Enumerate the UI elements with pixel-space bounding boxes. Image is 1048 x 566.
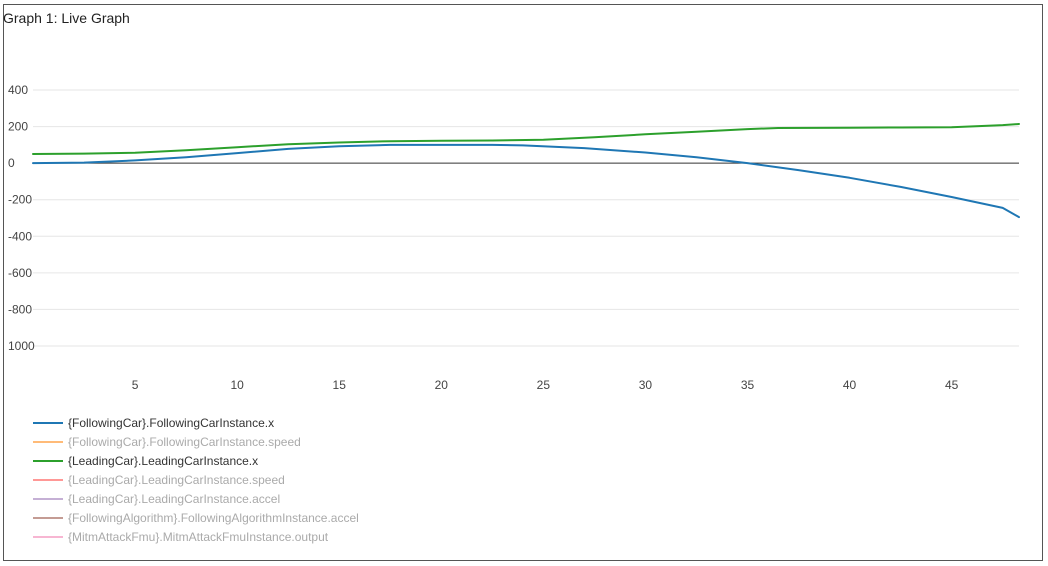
series-line — [32, 123, 1020, 155]
legend-swatch — [33, 421, 63, 424]
chart-title: Graph 1: Live Graph — [3, 10, 130, 26]
x-tick-label: 25 — [537, 378, 551, 392]
legend-label: {FollowingAlgorithm}.FollowingAlgorithmI… — [68, 510, 359, 525]
y-tick-label: 1000 — [8, 339, 35, 353]
legend-swatch — [33, 459, 63, 462]
y-tick-label: 200 — [8, 120, 28, 134]
y-tick-label: -200 — [8, 193, 32, 207]
y-tick-label: -600 — [8, 266, 32, 280]
series-line — [32, 143, 1020, 219]
legend-item[interactable]: {FollowingAlgorithm}.FollowingAlgorithmI… — [33, 508, 359, 527]
x-tick-label: 45 — [945, 378, 959, 392]
y-tick-label: -800 — [8, 302, 32, 316]
y-tick-label: 0 — [8, 156, 15, 170]
chart-legend: {FollowingCar}.FollowingCarInstance.x {Fo… — [33, 413, 359, 546]
legend-swatch — [33, 535, 63, 538]
x-tick-label: 30 — [639, 378, 653, 392]
legend-label: {LeadingCar}.LeadingCarInstance.x — [68, 453, 259, 468]
legend-item[interactable]: {LeadingCar}.LeadingCarInstance.x — [33, 451, 359, 470]
legend-item[interactable]: {LeadingCar}.LeadingCarInstance.speed — [33, 470, 359, 489]
legend-swatch — [33, 497, 63, 500]
legend-label: {FollowingCar}.FollowingCarInstance.spee… — [68, 434, 301, 449]
graph-panel — [3, 4, 1043, 561]
legend-swatch — [33, 516, 63, 519]
y-tick-label: -400 — [8, 229, 32, 243]
legend-label: {FollowingCar}.FollowingCarInstance.x — [68, 415, 275, 430]
legend-label: {LeadingCar}.LeadingCarInstance.accel — [68, 491, 281, 506]
legend-item[interactable]: {MitmAttackFmu}.MitmAttackFmuInstance.ou… — [33, 527, 359, 546]
x-tick-label: 5 — [132, 378, 139, 392]
x-tick-label: 35 — [741, 378, 755, 392]
legend-item[interactable]: {FollowingCar}.FollowingCarInstance.spee… — [33, 432, 359, 451]
y-tick-label: 400 — [8, 83, 28, 97]
legend-swatch — [33, 478, 63, 481]
legend-item[interactable]: {LeadingCar}.LeadingCarInstance.accel — [33, 489, 359, 508]
x-tick-label: 15 — [333, 378, 347, 392]
legend-item[interactable]: {FollowingCar}.FollowingCarInstance.x — [33, 413, 359, 432]
legend-swatch — [33, 440, 63, 443]
x-tick-label: 10 — [230, 378, 244, 392]
x-tick-label: 20 — [435, 378, 449, 392]
legend-label: {LeadingCar}.LeadingCarInstance.speed — [68, 472, 285, 487]
x-tick-label: 40 — [843, 378, 857, 392]
legend-label: {MitmAttackFmu}.MitmAttackFmuInstance.ou… — [68, 529, 329, 544]
